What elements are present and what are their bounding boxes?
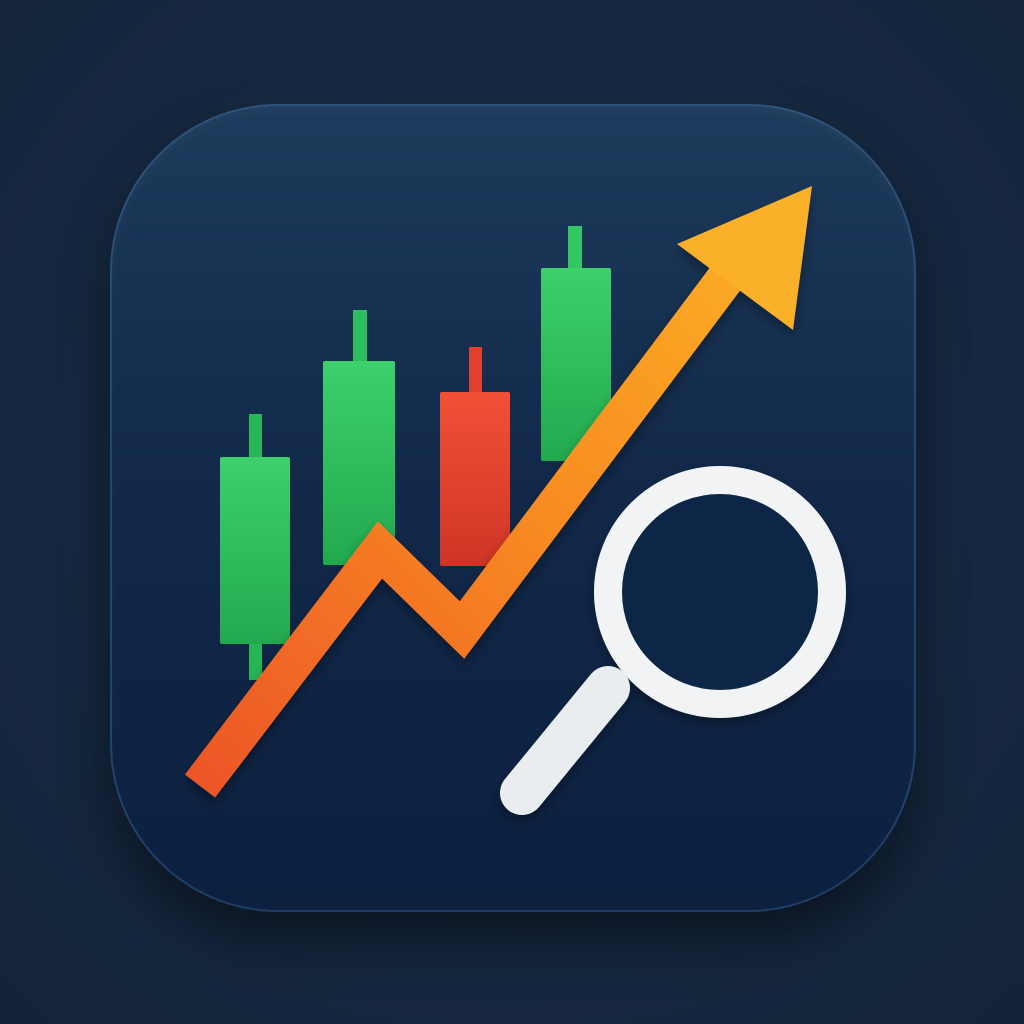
- trend-arrow-icon: [184, 186, 812, 798]
- magnifying-glass-icon: [500, 466, 846, 815]
- candlestick-chart-icon: [220, 226, 611, 680]
- candle-4-bull: [541, 226, 611, 461]
- candle-1-bull: [220, 414, 290, 680]
- candle-2-bull: [323, 310, 395, 565]
- candle-3-bear: [440, 347, 510, 566]
